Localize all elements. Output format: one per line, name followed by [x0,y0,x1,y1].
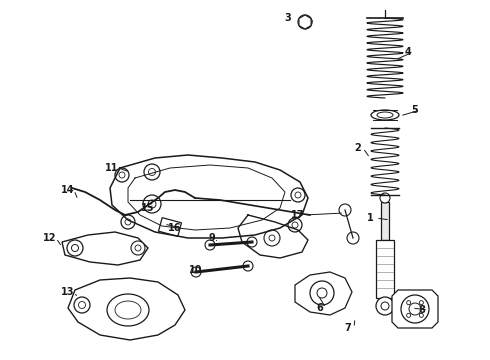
Circle shape [148,168,155,175]
Circle shape [205,240,215,250]
Text: 5: 5 [412,105,418,115]
Circle shape [381,302,389,310]
Ellipse shape [371,110,399,120]
Circle shape [401,295,429,323]
Circle shape [407,301,411,305]
Circle shape [144,164,160,180]
Circle shape [288,218,302,232]
Circle shape [131,241,145,255]
Circle shape [409,303,421,315]
Circle shape [125,219,131,225]
Circle shape [115,168,129,182]
Circle shape [380,193,390,203]
Circle shape [347,232,359,244]
Text: 11: 11 [105,163,119,173]
Text: 15: 15 [141,203,155,213]
Circle shape [264,230,280,246]
Circle shape [339,204,351,216]
Polygon shape [295,272,352,315]
Polygon shape [299,15,311,29]
Circle shape [67,240,83,256]
Circle shape [269,235,275,241]
Circle shape [419,313,423,318]
Text: 14: 14 [61,185,75,195]
Bar [381,202,389,240]
Ellipse shape [115,301,141,319]
Text: 4: 4 [405,47,412,57]
Circle shape [74,297,90,313]
Circle shape [135,245,141,251]
Circle shape [72,244,78,252]
Bar [159,218,181,237]
Ellipse shape [107,294,149,326]
Text: 17: 17 [291,210,305,220]
Circle shape [143,195,161,213]
Circle shape [407,313,411,318]
Text: 16: 16 [168,223,182,233]
Circle shape [191,267,201,277]
Text: 9: 9 [209,233,216,243]
Text: 12: 12 [43,233,57,243]
Text: 10: 10 [189,265,203,275]
Circle shape [295,192,301,198]
Ellipse shape [377,112,393,118]
Circle shape [243,261,253,271]
Circle shape [148,200,156,208]
Text: 3: 3 [285,13,292,23]
Text: 8: 8 [418,305,425,315]
Circle shape [376,297,394,315]
Circle shape [302,19,308,25]
Text: 1: 1 [367,213,373,223]
Circle shape [298,15,312,29]
Circle shape [317,288,327,298]
Circle shape [291,188,305,202]
Polygon shape [68,278,185,340]
Text: 13: 13 [61,287,75,297]
Circle shape [121,215,135,229]
Text: 2: 2 [355,143,362,153]
Circle shape [119,172,125,178]
Text: 7: 7 [344,323,351,333]
Circle shape [292,222,298,228]
Polygon shape [392,290,438,328]
Bar [376,240,394,298]
Polygon shape [62,232,148,265]
Circle shape [310,281,334,305]
Circle shape [419,301,423,305]
Circle shape [78,302,85,309]
Circle shape [247,237,257,247]
Text: 6: 6 [317,303,323,313]
